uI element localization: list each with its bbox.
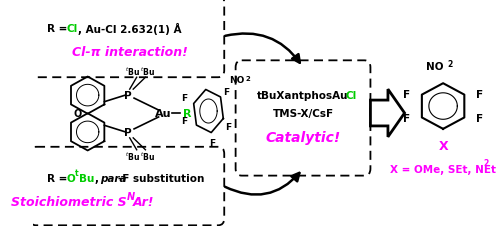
Text: Bu: Bu bbox=[79, 173, 94, 183]
Text: R =: R = bbox=[46, 173, 70, 183]
Text: 2: 2 bbox=[448, 60, 452, 69]
Text: -F substitution: -F substitution bbox=[118, 173, 204, 183]
Text: P: P bbox=[124, 127, 132, 137]
Text: X = OMe, SEt, NEt: X = OMe, SEt, NEt bbox=[390, 164, 496, 174]
Text: N: N bbox=[127, 192, 135, 202]
Text: F: F bbox=[181, 93, 187, 102]
Text: Stoichiometric S: Stoichiometric S bbox=[12, 195, 127, 208]
Text: Catalytic!: Catalytic! bbox=[266, 130, 340, 144]
FancyArrowPatch shape bbox=[225, 34, 300, 63]
Text: $^t$Bu: $^t$Bu bbox=[125, 150, 140, 162]
Text: Cl: Cl bbox=[345, 91, 356, 101]
Text: , Au-Cl 2.632(1) Å: , Au-Cl 2.632(1) Å bbox=[78, 22, 182, 35]
Text: 2: 2 bbox=[245, 76, 250, 82]
Text: F: F bbox=[403, 114, 410, 123]
Text: Cl: Cl bbox=[66, 23, 78, 33]
Text: tBuXantphosAu: tBuXantphosAu bbox=[258, 91, 349, 101]
Text: F: F bbox=[223, 87, 229, 96]
Text: $^t$Bu: $^t$Bu bbox=[140, 150, 155, 162]
Text: R =: R = bbox=[46, 23, 70, 33]
Text: Ar!: Ar! bbox=[132, 195, 154, 208]
Text: Cl-π interaction!: Cl-π interaction! bbox=[72, 46, 188, 59]
Text: F: F bbox=[403, 90, 410, 100]
Text: NO: NO bbox=[230, 75, 245, 84]
FancyArrowPatch shape bbox=[225, 173, 300, 195]
Text: F: F bbox=[209, 139, 215, 148]
Text: $^t$Bu: $^t$Bu bbox=[125, 66, 140, 78]
Text: F: F bbox=[476, 114, 484, 123]
Text: $^t$Bu: $^t$Bu bbox=[140, 66, 155, 78]
Text: t: t bbox=[74, 168, 78, 177]
Text: NO: NO bbox=[426, 62, 443, 72]
Text: F: F bbox=[181, 117, 187, 126]
Text: TMS-X/CsF: TMS-X/CsF bbox=[272, 109, 334, 118]
Text: P: P bbox=[124, 91, 132, 101]
Text: F: F bbox=[476, 90, 484, 100]
Text: ,: , bbox=[94, 173, 102, 183]
Text: O: O bbox=[66, 173, 76, 183]
Text: 2: 2 bbox=[484, 158, 488, 167]
Text: X: X bbox=[438, 140, 448, 153]
Text: O: O bbox=[73, 109, 82, 118]
Text: Au: Au bbox=[154, 109, 171, 118]
Text: para: para bbox=[100, 173, 126, 183]
Text: R: R bbox=[183, 109, 192, 118]
Polygon shape bbox=[370, 90, 404, 137]
Text: F: F bbox=[224, 123, 231, 132]
